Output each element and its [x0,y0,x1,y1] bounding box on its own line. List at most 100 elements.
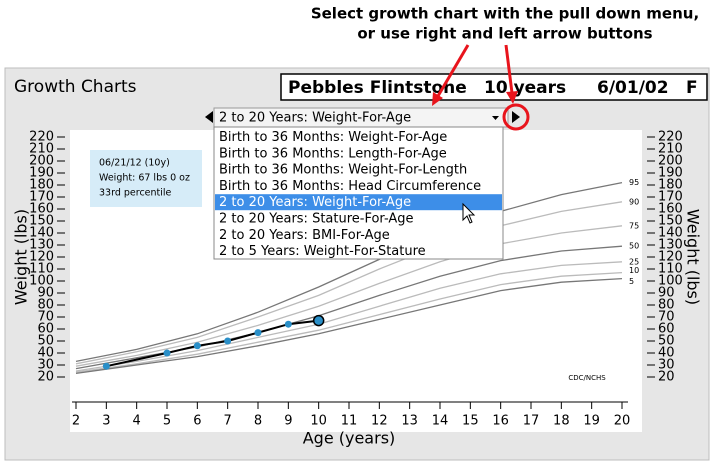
x-tick-label: 3 [102,414,110,429]
x-tick-label: 4 [133,414,141,429]
y-tick-label: 110 [658,262,683,277]
percentile-curve [75,201,623,365]
percentile-curve [75,225,623,367]
x-tick-label: 7 [224,414,232,429]
data-point [254,329,262,337]
y-tick-label: 30 [37,358,54,373]
patient-name: Pebbles Flintstone [288,78,467,98]
y-tick-label: 120 [658,250,683,265]
dropdown-option[interactable]: 2 to 20 Years: BMI-For-Age [219,228,390,243]
annotation-arrows [432,44,530,131]
patient-sex: F [686,78,698,98]
dropdown-option[interactable]: 2 to 20 Years: Stature-For-Age [219,212,414,227]
annotation-line: Select growth chart with the pull down m… [311,5,699,23]
data-point [224,337,232,345]
y-tick-label: 110 [29,262,54,277]
y-tick-label: 160 [29,202,54,217]
percentile-label: 25 [629,257,639,266]
next-button[interactable] [512,111,520,123]
source-note: CDC/NCHS [568,374,606,382]
x-tick-label: 10 [310,414,327,429]
x-tick-label: 18 [553,414,570,429]
x-tick-label: 16 [492,414,509,429]
y-tick-label: 140 [29,226,54,241]
x-tick-label: 17 [523,414,540,429]
y-tick-label: 130 [29,238,54,253]
dropdown-list [213,126,504,260]
y-tick-label: 50 [658,334,675,349]
percentile-label: 50 [629,242,639,251]
dropdown-option[interactable]: 2 to 20 Years: Weight-For-Age [219,195,411,210]
patient-date: 6/01/02 [597,78,669,98]
percentile-label: 5 [629,277,634,286]
y-tick-label: 40 [37,346,54,361]
prev-button[interactable] [205,111,213,123]
y-tick-label: 150 [29,214,54,229]
data-point [163,349,171,357]
y-tick-label: 60 [658,322,675,337]
y-tick-label: 190 [658,166,683,181]
x-tick-label: 11 [341,414,358,429]
x-axis-label: Age (years) [303,429,396,448]
x-tick-label: 6 [193,414,201,429]
y-tick-label: 180 [29,178,54,193]
y-tick-label: 150 [658,214,683,229]
percentile-curve [75,277,623,375]
y-tick-label: 50 [37,334,54,349]
y-tick-label: 90 [658,286,675,301]
y-tick-label: 220 [658,130,683,145]
y-tick-label: 80 [37,298,54,313]
y-tick-label: 90 [37,286,54,301]
x-tick-label: 8 [254,414,262,429]
x-tick-label: 15 [462,414,479,429]
cursor [462,202,476,224]
y-tick-label: 190 [29,166,54,181]
data-point [284,320,292,328]
data-point [312,314,325,327]
y-tick-label: 80 [658,298,675,313]
dropdown-option[interactable]: Birth to 36 Months: Weight-For-Age [219,130,447,145]
app-title: Growth Charts [14,77,137,97]
tooltip [90,150,202,207]
y-tick-label: 200 [658,154,683,169]
x-tick-label: 19 [583,414,600,429]
tooltip-text: 06/21/12 (10y) Weight: 67 lbs 0 oz 33rd pe… [99,158,190,199]
data-point [193,342,201,350]
option-highlight [215,194,502,211]
tooltip-line: 33rd percentile [99,188,172,199]
dropdown-option[interactable]: Birth to 36 Months: Head Circumference [219,179,481,194]
select-arrow [492,116,499,120]
dropdown-option[interactable]: 2 to 5 Years: Weight-For-Stature [219,244,426,259]
y-tick-label: 160 [658,202,683,217]
y-tick-label: 170 [658,190,683,205]
y-tick-label: 200 [29,154,54,169]
tooltip-line: 06/21/12 (10y) [99,158,170,169]
y-tick-label: 130 [658,238,683,253]
y-tick-label: 210 [658,142,683,157]
patient-age: 10 years [484,78,566,98]
y-tick-label: 180 [658,178,683,193]
y-tick-label: 100 [658,274,683,289]
y-tick-label: 170 [29,190,54,205]
y-tick-label: 40 [658,346,675,361]
percentile-curve [75,181,623,363]
select-value: 2 to 20 Years: Weight-For-Age [219,111,411,126]
y-tick-label: 30 [658,358,675,373]
y-tick-label: 70 [658,310,675,325]
tooltip-line: Weight: 67 lbs 0 oz [99,173,190,184]
percentile-label: 10 [629,266,639,275]
y-axis-label: Weight (lbs) [684,209,703,305]
data-point [102,362,110,370]
dropdown-option[interactable]: Birth to 36 Months: Weight-For-Length [219,163,467,178]
x-tick-label: 14 [432,414,449,429]
percentile-curve [75,271,623,373]
x-tick-label: 9 [284,414,292,429]
annotation-line: or use right and left arrow buttons [357,25,652,43]
y-tick-label: 120 [29,250,54,265]
y-tick-label: 100 [29,274,54,289]
y-tick-label: 60 [37,322,54,337]
dropdown-option[interactable]: Birth to 36 Months: Length-For-Age [219,146,447,161]
y-tick-label: 20 [658,370,675,385]
